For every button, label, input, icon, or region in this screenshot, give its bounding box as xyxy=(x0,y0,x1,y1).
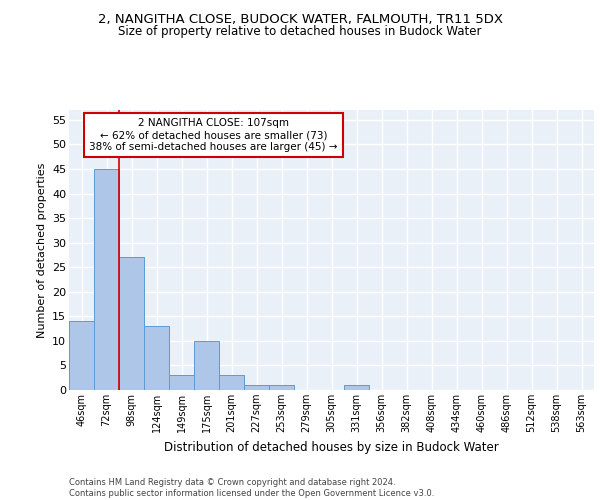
Bar xyxy=(219,376,244,390)
Text: 2, NANGITHA CLOSE, BUDOCK WATER, FALMOUTH, TR11 5DX: 2, NANGITHA CLOSE, BUDOCK WATER, FALMOUT… xyxy=(97,12,503,26)
Text: 2 NANGITHA CLOSE: 107sqm
← 62% of detached houses are smaller (73)
38% of semi-d: 2 NANGITHA CLOSE: 107sqm ← 62% of detach… xyxy=(89,118,338,152)
Bar xyxy=(144,326,169,390)
Y-axis label: Number of detached properties: Number of detached properties xyxy=(37,162,47,338)
Bar xyxy=(69,321,94,390)
Bar xyxy=(244,385,269,390)
Text: Size of property relative to detached houses in Budock Water: Size of property relative to detached ho… xyxy=(118,25,482,38)
Bar xyxy=(119,258,144,390)
Bar xyxy=(269,385,294,390)
Bar xyxy=(169,376,194,390)
X-axis label: Distribution of detached houses by size in Budock Water: Distribution of detached houses by size … xyxy=(164,440,499,454)
Bar xyxy=(344,385,369,390)
Bar xyxy=(194,341,219,390)
Bar xyxy=(94,169,119,390)
Text: Contains HM Land Registry data © Crown copyright and database right 2024.
Contai: Contains HM Land Registry data © Crown c… xyxy=(69,478,434,498)
